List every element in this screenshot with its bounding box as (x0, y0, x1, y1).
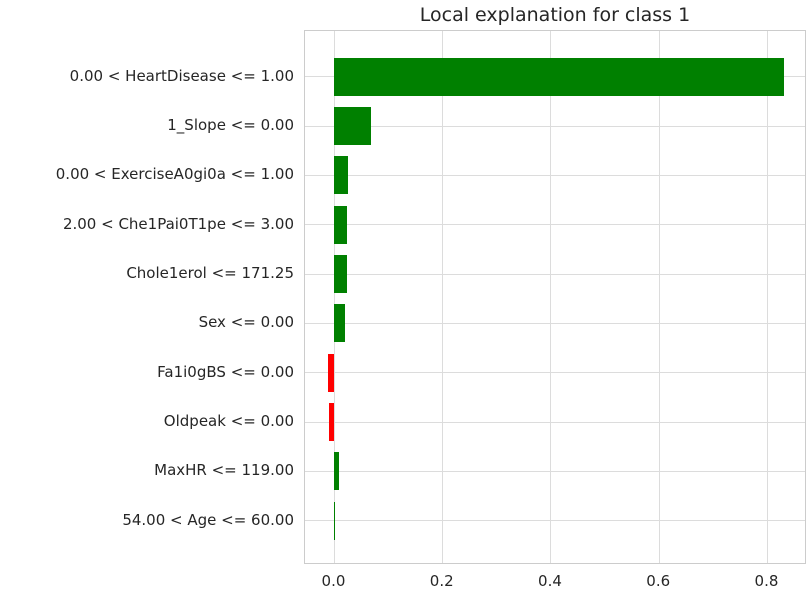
explanation-bar (334, 57, 784, 96)
vertical-gridline (550, 31, 552, 563)
horizontal-gridline (305, 372, 805, 374)
vertical-gridline (766, 31, 768, 563)
horizontal-gridline (305, 470, 805, 472)
vertical-gridline (442, 31, 444, 563)
y-tick-label: 54.00 < Age <= 60.00 (122, 510, 294, 529)
explanation-bar (334, 205, 348, 244)
horizontal-gridline (305, 322, 805, 324)
y-tick-label: 1_Slope <= 0.00 (167, 116, 294, 135)
y-tick-label: Oldpeak <= 0.00 (163, 412, 294, 431)
y-tick-label: 0.00 < HeartDisease <= 1.00 (69, 66, 294, 85)
explanation-bar (334, 304, 346, 343)
plot-area (304, 30, 806, 564)
horizontal-gridline (305, 520, 805, 522)
horizontal-gridline (305, 224, 805, 226)
x-tick-label: 0.8 (754, 572, 779, 590)
explanation-bar (334, 452, 339, 491)
y-tick-label: Chole1erol <= 171.25 (126, 264, 294, 283)
horizontal-gridline (305, 421, 805, 423)
y-tick-label: MaxHR <= 119.00 (154, 461, 294, 480)
x-tick-label: 0.6 (646, 572, 671, 590)
explanation-bar (334, 501, 336, 540)
explanation-bar (334, 107, 371, 146)
horizontal-gridline (305, 174, 805, 176)
y-tick-label: Sex <= 0.00 (198, 313, 294, 332)
y-tick-label: 0.00 < ExerciseA0gi0a <= 1.00 (55, 165, 294, 184)
x-tick-label: 0.2 (429, 572, 454, 590)
horizontal-gridline (305, 273, 805, 275)
y-tick-label: 2.00 < Che1Pai0T1pe <= 3.00 (62, 214, 294, 233)
y-tick-label: Fa1i0gBS <= 0.00 (157, 362, 294, 381)
explanation-bar (329, 403, 335, 442)
vertical-gridline (658, 31, 660, 563)
horizontal-gridline (305, 125, 805, 127)
explanation-bar (334, 156, 348, 195)
explanation-bar (334, 255, 348, 294)
explanation-bar (328, 353, 335, 392)
chart-title: Local explanation for class 1 (419, 4, 691, 26)
x-tick-label: 0.4 (538, 572, 562, 590)
vertical-gridline (333, 31, 335, 563)
x-tick-label: 0.0 (321, 572, 346, 590)
